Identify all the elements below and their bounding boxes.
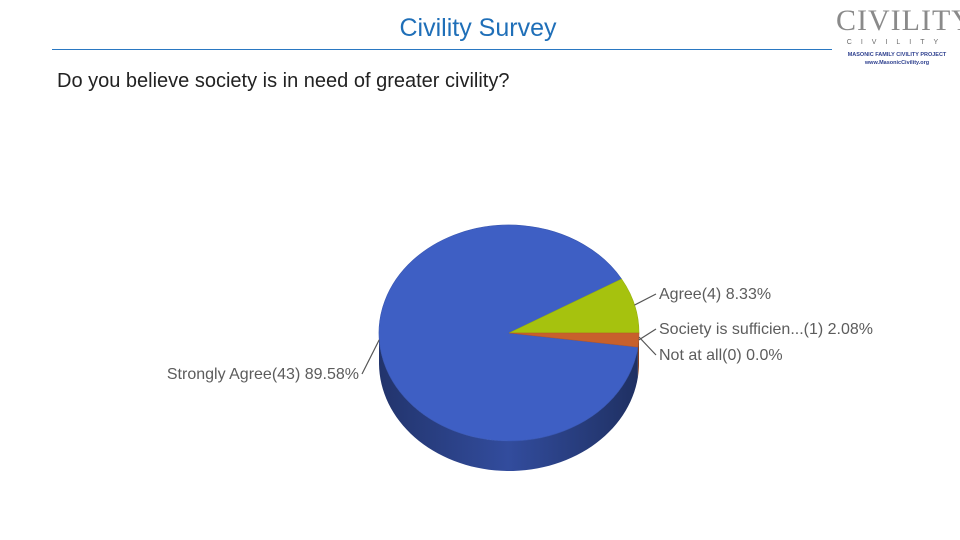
leader-line-not-at-all: [638, 336, 657, 356]
civility-logo: CIVILITY CIVILITY MASONIC FAMILY CIVILIT…: [834, 4, 960, 70]
data-label-sufficient: Society is sufficien...(1) 2.08%: [659, 321, 873, 338]
logo-wordmark: CIVILITY: [836, 4, 960, 37]
leader-line-agree: [634, 293, 657, 306]
data-label-agree: Agree(4) 8.33%: [659, 286, 771, 303]
title-divider: [52, 49, 832, 50]
pie-slice-strongly-agree: [378, 224, 639, 442]
pie-slice-sufficient: [508, 332, 640, 348]
pie-side-strongly-agree: [379, 333, 638, 471]
survey-question: Do you believe society is in need of gre…: [57, 70, 510, 92]
leader-line-strongly-agree: [361, 339, 380, 375]
data-label-strongly-agree: Strongly Agree(43) 89.58%: [167, 366, 359, 383]
logo-website: www.MasonicCivility.org: [864, 60, 930, 66]
leader-line-sufficient: [638, 328, 657, 341]
logo-project-name: MASONIC FAMILY CIVILITY PROJECT: [847, 52, 947, 58]
data-label-not-at-all: Not at all(0) 0.0%: [659, 347, 783, 364]
pie-side-sufficient: [637, 333, 639, 378]
slide-title: Civility Survey: [399, 14, 557, 42]
logo-subword: CIVILITY: [846, 39, 948, 46]
